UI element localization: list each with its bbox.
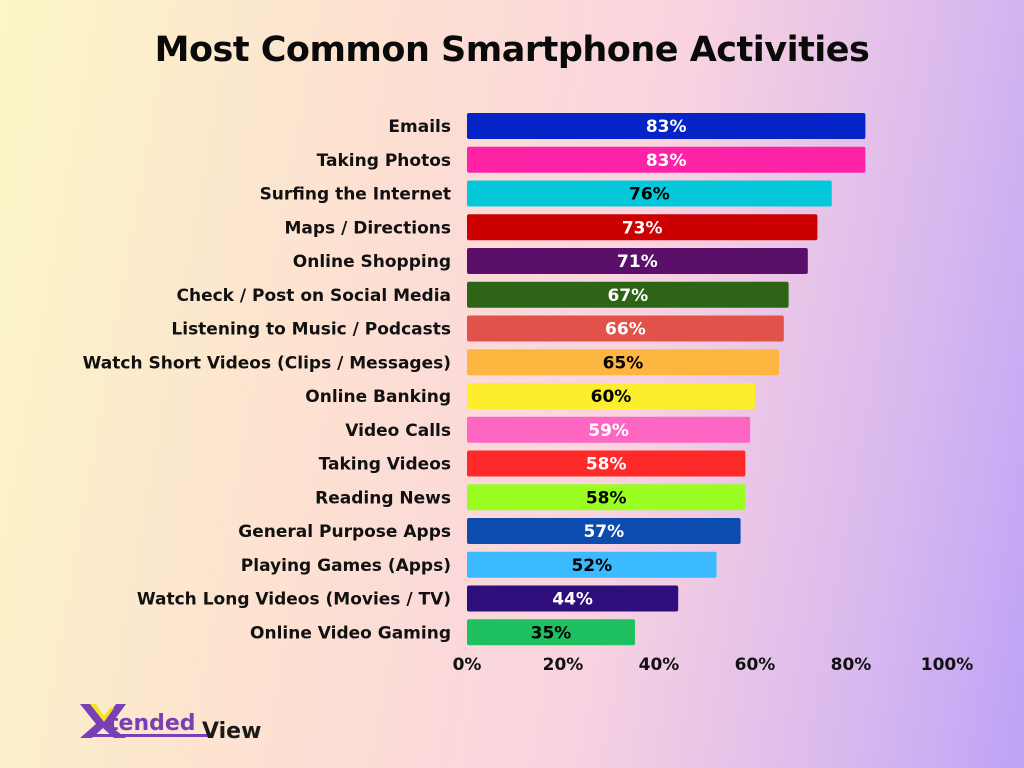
bar [467,180,832,207]
category-label: Listening to Music / Podcasts [171,320,451,340]
category-label: Check / Post on Social Media [177,286,452,306]
svg-text:tended: tended [108,711,196,736]
xtendedview-logo: tended View [78,700,268,749]
bar [467,585,679,612]
category-label: Watch Short Videos (Clips / Messages) [83,353,451,373]
x-tick-label: 0% [453,655,482,675]
bar [467,383,755,409]
category-label: Online Shopping [293,252,451,272]
x-tick-label: 40% [639,655,680,675]
bar [467,619,635,646]
category-label: Taking Videos [319,455,451,475]
data-label: 52% [571,556,612,576]
bar [467,551,717,578]
bar [467,214,818,241]
data-label: 57% [583,522,624,542]
category-label: Surfing the Internet [260,185,451,205]
data-label: 67% [607,286,648,306]
data-label: 60% [591,387,632,407]
data-label: 65% [603,353,644,373]
x-tick-label: 100% [921,655,974,675]
category-label: Playing Games (Apps) [241,556,451,576]
category-label: General Purpose Apps [238,522,451,542]
data-label: 66% [605,320,646,340]
category-label: Maps / Directions [284,218,451,238]
data-label: 83% [646,151,687,171]
bar [467,416,751,443]
bar [467,450,746,477]
bar [467,248,808,274]
bar [467,113,866,139]
data-label: 76% [629,185,670,205]
bar [467,146,866,173]
bar [467,484,746,511]
data-label: 58% [586,455,627,475]
data-label: 44% [552,590,593,610]
category-label: Watch Long Videos (Movies / TV) [137,590,451,610]
x-tick-label: 20% [543,655,584,675]
category-label: Video Calls [345,421,451,441]
category-label: Taking Photos [317,151,451,171]
chart-title: Most Common Smartphone Activities [154,30,870,70]
data-label: 35% [531,623,572,643]
svg-text:View: View [202,719,261,744]
bar [467,349,779,376]
data-label: 73% [622,218,663,238]
category-label: Reading News [315,488,451,508]
bar [467,281,789,308]
bar [467,518,741,544]
category-label: Online Banking [305,387,451,407]
data-label: 59% [588,421,629,441]
data-label: 58% [586,488,627,508]
bar [467,315,784,342]
data-label: 71% [617,252,658,272]
category-label: Emails [388,117,451,137]
data-label: 83% [646,117,687,137]
category-label: Online Video Gaming [250,623,451,643]
x-tick-label: 80% [831,655,872,675]
x-tick-label: 60% [735,655,776,675]
